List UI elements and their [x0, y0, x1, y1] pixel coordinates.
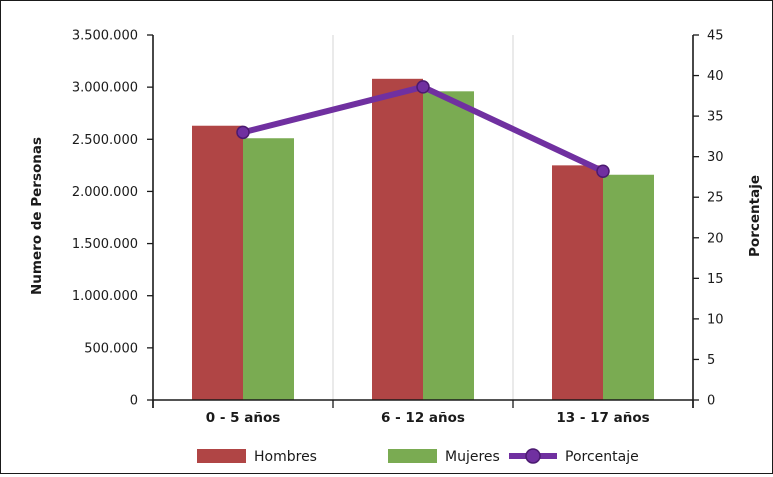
y-tick-label-left: 3.000.000 [72, 81, 138, 96]
y-tick-label-left: 1.000.000 [72, 289, 138, 304]
y-tick-label-right: 15 [707, 272, 724, 287]
legend-swatch-mujeres [388, 449, 437, 463]
y-tick-label-left: 2.000.000 [72, 185, 138, 200]
y-tick-label-right: 0 [707, 394, 715, 409]
y-tick-label-left: 500.000 [84, 341, 138, 356]
x-tick-label: 0 - 5 años [206, 410, 281, 426]
y-tick-label-left: 0 [130, 394, 138, 409]
y-tick-label-right: 10 [707, 312, 724, 327]
bar-hombres [552, 165, 603, 400]
y-tick-label-right: 35 [707, 110, 724, 125]
line-point-porcentaje [417, 81, 429, 93]
bar-hombres [372, 79, 423, 400]
y-tick-label-right: 25 [707, 191, 724, 206]
x-tick-label: 6 - 12 años [381, 410, 465, 426]
y-tick-label-right: 30 [707, 150, 724, 165]
legend-label: Hombres [254, 449, 317, 465]
line-point-porcentaje [597, 165, 609, 177]
legend-swatch-marker [526, 449, 540, 463]
y-axis-title-left: Numero de Personas [29, 137, 45, 295]
bar-mujeres [423, 91, 474, 400]
y-tick-label-right: 40 [707, 69, 724, 84]
x-tick-label: 13 - 17 años [556, 410, 649, 426]
legend-label: Mujeres [445, 449, 500, 465]
legend: Hombres Mujeres Porcentaje [197, 449, 639, 465]
legend-label: Porcentaje [565, 449, 639, 465]
y-tick-label-left: 3.500.000 [72, 29, 138, 44]
legend-swatch-hombres [197, 449, 246, 463]
y-tick-label-left: 2.500.000 [72, 133, 138, 148]
bar-hombres [192, 126, 243, 400]
bar-mujeres [243, 138, 294, 400]
line-point-porcentaje [237, 126, 249, 138]
y-axis-title-right: Porcentaje [747, 175, 763, 257]
y-tick-label-left: 1.500.000 [72, 237, 138, 252]
y-tick-label-right: 5 [707, 353, 715, 368]
bar-mujeres [603, 175, 654, 400]
y-tick-label-right: 45 [707, 29, 724, 44]
y-tick-label-right: 20 [707, 231, 724, 246]
